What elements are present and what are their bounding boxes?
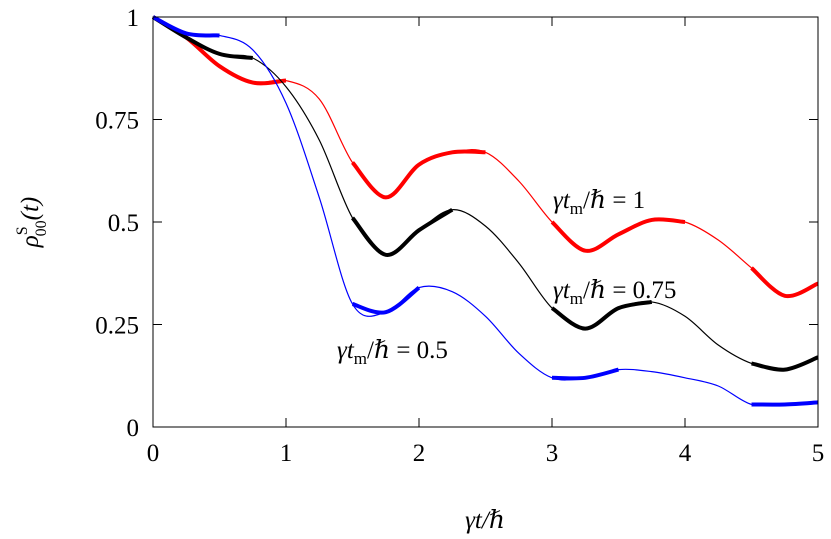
series-line (152, 16, 819, 297)
y-tick-label: 0.75 (95, 108, 139, 135)
x-tick-label: 1 (280, 440, 293, 467)
series-line (152, 16, 819, 371)
curve-label-part: /ℏ = 1 (583, 187, 645, 214)
series-line (152, 16, 819, 407)
y-label-sub: 00 (33, 220, 50, 236)
curve-label: γtm/ℏ = 0.75 (553, 277, 676, 308)
x-tick-label: 5 (812, 440, 825, 467)
y-tick-label: 0.5 (108, 210, 139, 237)
plot-frame (152, 16, 819, 428)
x-axis-label: γt/ℏ (465, 507, 505, 534)
x-tick-label: 3 (546, 440, 559, 467)
curve-label: γtm/ℏ = 0.5 (337, 337, 448, 368)
x-tick-label: 2 (413, 440, 426, 467)
y-tick-label: 0.25 (95, 313, 139, 340)
y-label-part: (t) (17, 197, 44, 221)
curve-label-sub: m (570, 199, 583, 218)
y-axis-label-text: ρS 00(t) (14, 197, 50, 249)
curve-label-sub: m (354, 349, 367, 368)
x-tick-label: 0 (147, 440, 160, 467)
series-line (151, 15, 819, 372)
curve-label-part: γt (553, 277, 571, 304)
curve-label-sub: m (570, 289, 583, 308)
curve-label: γtm/ℏ = 1 (553, 187, 645, 218)
series-line (152, 15, 819, 407)
curve-label-part: γt (337, 337, 355, 364)
curve-label-part: γt (553, 187, 571, 214)
y-tick-label: 1 (127, 5, 140, 32)
y-tick-label: 0 (127, 415, 140, 442)
y-label-part: ρ (17, 235, 44, 248)
y-label-sup: S (14, 226, 31, 235)
series-line (151, 15, 819, 299)
y-axis-label: ρS 00(t) (14, 197, 50, 249)
curve-label-part: /ℏ = 0.75 (583, 277, 676, 304)
x-tick-label: 4 (679, 440, 692, 467)
curve-label-part: /ℏ = 0.5 (367, 337, 448, 364)
